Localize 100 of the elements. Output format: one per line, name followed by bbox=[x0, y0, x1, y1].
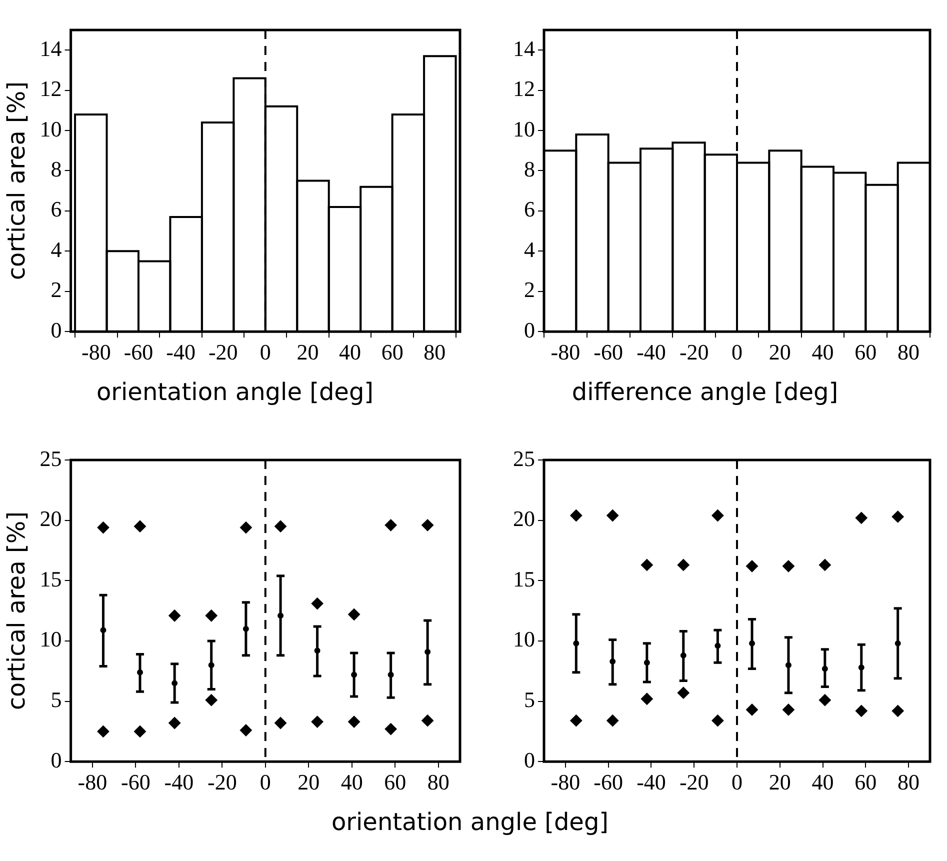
y-axis-title: cortical area [%] bbox=[2, 81, 31, 280]
y-tick-label: 6 bbox=[50, 196, 62, 222]
x-tick-label: 60 bbox=[854, 340, 877, 365]
point bbox=[384, 519, 397, 532]
x-tick-label: 20 bbox=[296, 340, 319, 365]
y-tick-label: 12 bbox=[513, 76, 535, 102]
y-tick-label: 0 bbox=[524, 317, 535, 342]
point bbox=[97, 725, 110, 738]
y-tick-label: 4 bbox=[524, 236, 535, 262]
point bbox=[134, 520, 146, 532]
y-tick-label: 15 bbox=[513, 566, 535, 592]
point bbox=[274, 520, 287, 532]
point bbox=[712, 509, 724, 522]
point bbox=[134, 725, 146, 738]
x-tick-label: -60 bbox=[121, 770, 150, 795]
x-tick-label: 40 bbox=[339, 340, 362, 365]
x-tick-label: -40 bbox=[164, 770, 194, 795]
point bbox=[606, 714, 619, 727]
x-tick-label: -80 bbox=[78, 770, 108, 795]
point bbox=[855, 512, 868, 524]
y-tick-label: 10 bbox=[513, 626, 535, 652]
x-axis-title: orientation angle [deg] bbox=[330, 808, 610, 836]
point bbox=[640, 558, 653, 571]
point bbox=[746, 560, 758, 572]
x-tick-label: -40 bbox=[636, 770, 666, 795]
y-tick-label: 0 bbox=[50, 317, 62, 342]
point bbox=[782, 704, 794, 716]
point bbox=[818, 694, 831, 706]
point bbox=[606, 509, 619, 522]
x-tick-label: 60 bbox=[384, 770, 406, 795]
point bbox=[712, 714, 724, 727]
x-tick-label: -60 bbox=[594, 340, 623, 365]
y-tick-label: 25 bbox=[513, 446, 535, 471]
x-tick-label: 20 bbox=[768, 770, 791, 795]
x-tick-label: 20 bbox=[768, 340, 791, 365]
y-tick-label: 20 bbox=[513, 506, 535, 532]
y-tick-label: 8 bbox=[50, 156, 62, 182]
point bbox=[422, 519, 434, 532]
y-tick-label: 0 bbox=[50, 747, 62, 772]
x-tick-label: 60 bbox=[381, 340, 404, 365]
point bbox=[348, 716, 360, 728]
point bbox=[311, 716, 324, 728]
x-tick-label: 0 bbox=[732, 770, 742, 795]
y-tick-label: 14 bbox=[513, 36, 535, 61]
x-tick-label: -80 bbox=[550, 770, 580, 795]
x-tick-label: 40 bbox=[812, 340, 834, 365]
x-tick-label: 80 bbox=[898, 340, 920, 365]
y-tick-label: 5 bbox=[50, 687, 62, 712]
x-tick-label: -20 bbox=[679, 340, 709, 365]
y-tick-label: 25 bbox=[40, 446, 62, 471]
y-tick-label: 2 bbox=[524, 277, 535, 302]
point bbox=[311, 598, 324, 610]
point bbox=[205, 694, 218, 706]
point bbox=[205, 610, 218, 622]
point bbox=[892, 510, 904, 523]
point bbox=[240, 522, 252, 534]
y-tick-label: 10 bbox=[40, 626, 62, 652]
point bbox=[168, 716, 181, 729]
point bbox=[892, 704, 904, 717]
point bbox=[782, 560, 794, 572]
point bbox=[240, 724, 252, 736]
point bbox=[348, 608, 360, 620]
y-tick-label: 6 bbox=[524, 196, 535, 222]
x-tick-label: 60 bbox=[854, 770, 877, 795]
y-tick-label: 0 bbox=[524, 747, 535, 772]
x-tick-label: -20 bbox=[207, 770, 237, 795]
x-tick-label: 0 bbox=[260, 340, 271, 365]
y-tick-label: 20 bbox=[40, 506, 62, 532]
y-axis-title: cortical area [%] bbox=[2, 511, 31, 710]
point bbox=[746, 704, 758, 716]
x-axis-title: orientation angle [deg] bbox=[95, 378, 375, 406]
x-tick-label: -60 bbox=[124, 340, 154, 365]
point bbox=[855, 704, 868, 717]
x-tick-label: -80 bbox=[82, 340, 111, 365]
x-tick-label: 20 bbox=[298, 770, 320, 795]
point bbox=[677, 558, 690, 571]
x-tick-label: 40 bbox=[812, 770, 834, 795]
y-tick-label: 5 bbox=[524, 687, 535, 712]
point bbox=[384, 723, 397, 736]
x-tick-label: 40 bbox=[340, 770, 363, 795]
point bbox=[818, 558, 831, 571]
x-tick-label: -60 bbox=[594, 770, 623, 795]
y-tick-label: 8 bbox=[524, 156, 535, 182]
x-tick-label: 0 bbox=[260, 770, 271, 795]
x-tick-label: -40 bbox=[166, 340, 196, 365]
x-tick-label: 80 bbox=[898, 770, 920, 795]
x-tick-label: 0 bbox=[732, 340, 742, 365]
y-tick-label: 15 bbox=[40, 566, 62, 592]
x-tick-label: -40 bbox=[636, 340, 666, 365]
y-tick-label: 10 bbox=[40, 116, 62, 142]
point bbox=[274, 716, 287, 729]
y-tick-label: 2 bbox=[50, 277, 62, 302]
point bbox=[97, 522, 110, 534]
y-tick-label: 4 bbox=[50, 236, 62, 262]
y-tick-label: 10 bbox=[513, 116, 535, 142]
point bbox=[640, 692, 653, 705]
x-tick-label: -20 bbox=[208, 340, 238, 365]
point bbox=[570, 509, 582, 522]
x-tick-label: 80 bbox=[427, 770, 450, 795]
x-axis-title: difference angle [deg] bbox=[570, 378, 840, 406]
